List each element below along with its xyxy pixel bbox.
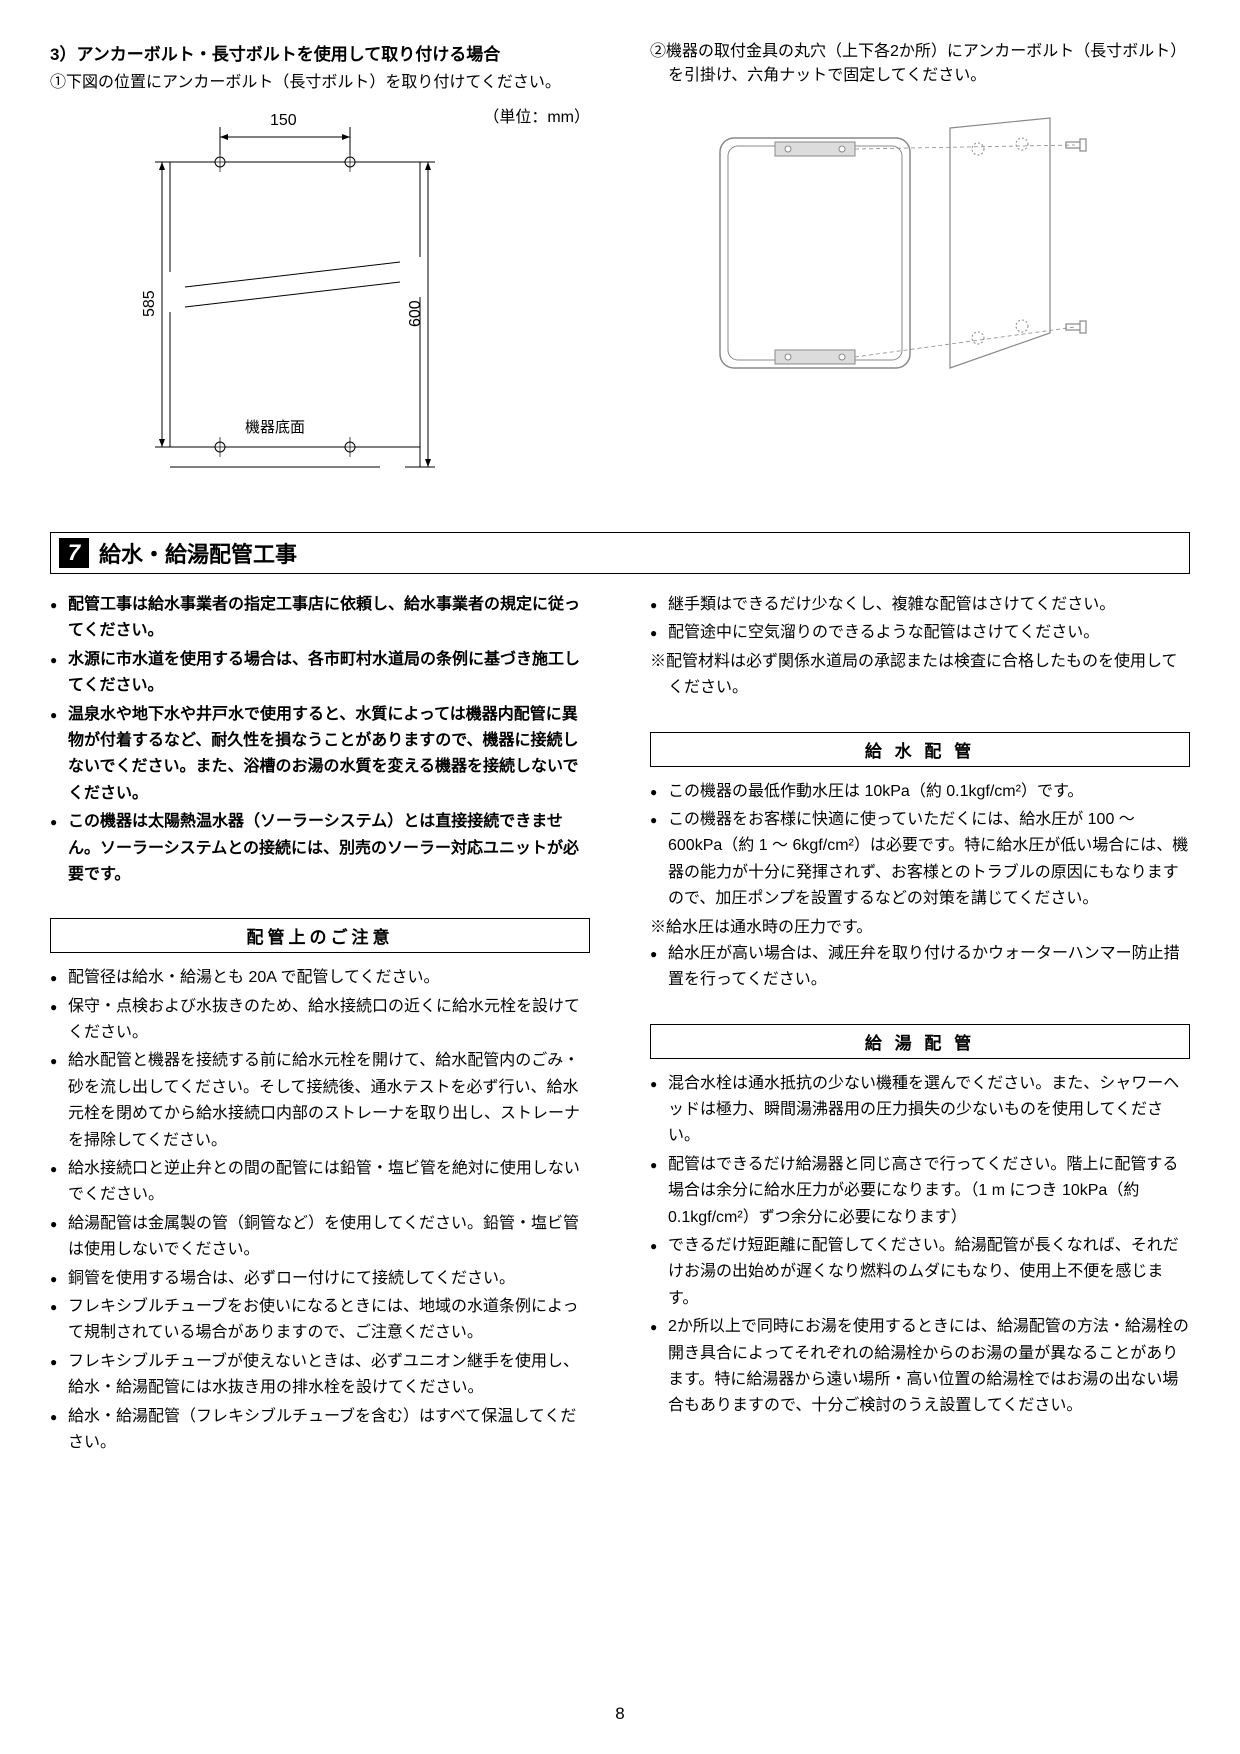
bullet: 銅管を使用する場合は、必ずロー付けにて接続してください。 — [50, 1266, 590, 1292]
bolt-position-diagram: 150 585 600 — [130, 107, 590, 492]
anchor-bolt-heading: 3）アンカーボルト・長寸ボルトを使用して取り付ける場合 — [50, 40, 590, 65]
anchor-bolt-text1: ①下図の位置にアンカーボルト（長寸ボルト）を取り付けてください。 — [68, 71, 590, 95]
dim-585: 585 — [141, 290, 158, 317]
left-bold-bullets: 配管工事は給水事業者の指定工事店に依頼し、給水事業者の規定に従ってください。 水… — [50, 592, 590, 888]
bullet: 配管径は給水・給湯とも 20A で配管してください。 — [50, 965, 590, 991]
bullet: 水源に市水道を使用する場合は、各市町村水道局の条例に基づき施工してください。 — [50, 647, 590, 700]
water-supply-heading: 給 水 配 管 — [650, 732, 1190, 767]
section-number: 7 — [59, 538, 89, 568]
bullet: 温泉水や地下水や井戸水で使用すると、水質によっては機器内配管に異物が付着するなど… — [50, 702, 590, 808]
bullet: 継手類はできるだけ少なくし、複雑な配管はさけてください。 — [650, 592, 1190, 618]
bullet: 2か所以上で同時にお湯を使用するときには、給湯配管の方法・給湯栓の開き具合によっ… — [650, 1314, 1190, 1420]
bullet: 配管はできるだけ給湯器と同じ高さで行ってください。階上に配管する場合は余分に給水… — [650, 1152, 1190, 1231]
right-bullets: 継手類はできるだけ少なくし、複雑な配管はさけてください。 配管途中に空気溜りので… — [650, 592, 1190, 647]
top-right-col: ②機器の取付金具の丸穴（上下各2か所）にアンカーボルト（長寸ボルト）を引掛け、六… — [650, 40, 1190, 492]
right-column: 継手類はできるだけ少なくし、複雑な配管はさけてください。 配管途中に空気溜りので… — [650, 592, 1190, 1458]
bullet: 混合水栓は通水抵抗の少ない機種を選んでください。また、シャワーヘッドは極力、瞬間… — [650, 1071, 1190, 1150]
hot-water-list: 混合水栓は通水抵抗の少ない機種を選んでください。また、シャワーヘッドは極力、瞬間… — [650, 1071, 1190, 1420]
water-supply-note: ※給水圧は通水時の圧力です。 — [650, 915, 1190, 941]
top-left-col: 3）アンカーボルト・長寸ボルトを使用して取り付ける場合 ①下図の位置にアンカーボ… — [50, 40, 590, 492]
bullet: できるだけ短距離に配管してください。給湯配管が長くなれば、それだけお湯の出始めが… — [650, 1233, 1190, 1312]
bottom-label: 機器底面 — [245, 419, 305, 436]
hot-water-heading: 給 湯 配 管 — [650, 1024, 1190, 1059]
water-supply-list-2: 給水圧が高い場合は、減圧弁を取り付けるかウォーターハンマー防止措置を行ってくださ… — [650, 941, 1190, 994]
bullet: この機器の最低作動水圧は 10kPa（約 0.1kgf/cm²）です。 — [650, 779, 1190, 805]
bullet: 給水・給湯配管（フレキシブルチューブを含む）はすべて保温してください。 — [50, 1404, 590, 1457]
bullet: フレキシブルチューブが使えないときは、必ずユニオン継手を使用し、給水・給湯配管に… — [50, 1349, 590, 1402]
piping-caution-heading: 配管上のご注意 — [50, 918, 590, 953]
bullet: 配管途中に空気溜りのできるような配管はさけてください。 — [650, 620, 1190, 646]
bullet: この機器をお客様に快適に使っていただくには、給水圧が 100 〜 600kPa（… — [650, 807, 1190, 913]
bullet: 給水接続口と逆止弁との間の配管には鉛管・塩ビ管を絶対に使用しないでください。 — [50, 1156, 590, 1209]
dim-600: 600 — [407, 300, 424, 327]
bullet: 配管工事は給水事業者の指定工事店に依頼し、給水事業者の規定に従ってください。 — [50, 592, 590, 645]
bullet: 給水配管と機器を接続する前に給水元栓を開けて、給水配管内のごみ・砂を流し出してく… — [50, 1048, 590, 1154]
right-note: ※配管材料は必ず関係水道局の承認または検査に合格したものを使用してください。 — [650, 649, 1190, 702]
bullet: 保守・点検および水抜きのため、給水接続口の近くに給水元栓を設けてください。 — [50, 994, 590, 1047]
bullet: 給湯配管は金属製の管（銅管など）を使用してください。鉛管・塩ビ管は使用しないでく… — [50, 1211, 590, 1264]
water-supply-list: この機器の最低作動水圧は 10kPa（約 0.1kgf/cm²）です。 この機器… — [650, 779, 1190, 913]
mounting-diagram — [680, 108, 1190, 413]
left-column: 配管工事は給水事業者の指定工事店に依頼し、給水事業者の規定に従ってください。 水… — [50, 592, 590, 1458]
bullet: フレキシブルチューブをお使いになるときには、地域の水道条例によって規制されている… — [50, 1294, 590, 1347]
page-number: 8 — [615, 1704, 624, 1724]
piping-caution-list: 配管径は給水・給湯とも 20A で配管してください。 保守・点検および水抜きのた… — [50, 965, 590, 1456]
mount-text: ②機器の取付金具の丸穴（上下各2か所）にアンカーボルト（長寸ボルト）を引掛け、六… — [668, 40, 1190, 88]
bullet: 給水圧が高い場合は、減圧弁を取り付けるかウォーターハンマー防止措置を行ってくださ… — [650, 941, 1190, 994]
section-7-header: 7 給水・給湯配管工事 — [50, 532, 1190, 574]
section-title: 給水・給湯配管工事 — [99, 537, 297, 569]
dim-150: 150 — [270, 112, 297, 129]
top-section: 3）アンカーボルト・長寸ボルトを使用して取り付ける場合 ①下図の位置にアンカーボ… — [50, 40, 1190, 492]
section-7-body: 配管工事は給水事業者の指定工事店に依頼し、給水事業者の規定に従ってください。 水… — [50, 592, 1190, 1458]
bullet: この機器は太陽熱温水器（ソーラーシステム）とは直接接続できません。ソーラーシステ… — [50, 809, 590, 888]
